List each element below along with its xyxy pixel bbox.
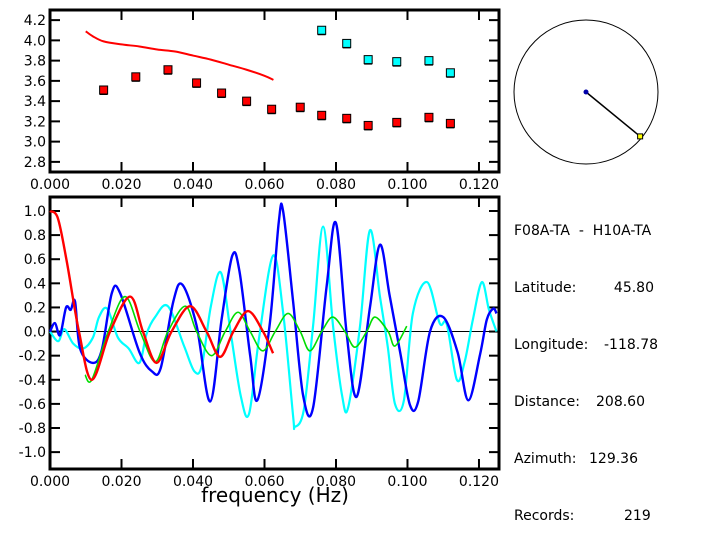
- x-tick-label: 0.120: [459, 177, 499, 193]
- y-tick-label: 3.2: [24, 114, 46, 130]
- y-tick-label: 2.8: [24, 155, 46, 171]
- model-2-curve: [84, 295, 408, 383]
- x-tick-label: 0.080: [316, 474, 356, 490]
- longitude-value: -118.78: [604, 337, 659, 353]
- station-info-panel: F08A-TA - H10A-TA Latitude: 45.80 Longitu…: [514, 184, 658, 545]
- latitude-label: Latitude:: [514, 280, 577, 296]
- x-tick-label: 0.080: [316, 177, 356, 193]
- map-circle: [513, 19, 659, 165]
- station-marker-origin: [583, 89, 589, 95]
- model-1-curve: [49, 209, 275, 381]
- overtone-point: [424, 56, 434, 66]
- fundamental-point: [392, 117, 402, 127]
- distance-value: 208.60: [596, 394, 645, 410]
- x-tick-label: 0.120: [459, 474, 499, 490]
- azimuth-map: [513, 19, 659, 165]
- y-tick-label: 3.0: [24, 135, 46, 151]
- x-tick-label: 0.100: [387, 177, 427, 193]
- y-tick-label: -0.4: [19, 373, 46, 389]
- x-tick-label: 0.020: [101, 177, 141, 193]
- station-pair: F08A-TA - H10A-TA: [514, 223, 652, 239]
- overtone-point: [445, 68, 455, 78]
- y-tick-label: -0.8: [19, 421, 46, 437]
- latitude-value: 45.80: [613, 280, 654, 296]
- x-tick-label: 0.020: [101, 474, 141, 490]
- dispersion-chart: 0.000 0.020 0.040 0.060 0.080 0.100 0.120 4.2 4.…: [24, 8, 501, 193]
- records-label: Records:: [514, 508, 575, 524]
- x-tick-label: 0.060: [244, 177, 284, 193]
- y-tick-label: 0.0: [24, 325, 46, 341]
- y-tick-label: 4.0: [24, 33, 46, 49]
- station-marker-target: [637, 133, 644, 140]
- fundamental-point: [163, 65, 173, 75]
- y-tick-label: 1.0: [24, 204, 46, 220]
- observed-2-curve: [49, 225, 498, 431]
- x-tick-label: 0.040: [173, 177, 213, 193]
- y-tick-label: 0.6: [24, 252, 46, 268]
- model-curve: [85, 30, 274, 81]
- y-tick-label: 3.6: [24, 74, 46, 90]
- y-tick-label: 0.2: [24, 300, 46, 316]
- overtone-point: [363, 55, 373, 65]
- fundamental-point: [424, 112, 434, 122]
- x-tick-label: 0.060: [244, 474, 284, 490]
- fundamental-point: [295, 102, 305, 112]
- longitude-label: Longitude:: [514, 337, 589, 353]
- distance-label: Distance:: [514, 394, 580, 410]
- x-tick-label: 0.040: [173, 474, 213, 490]
- overtone-point: [317, 25, 327, 35]
- plot-canvas: 0.000 0.020 0.040 0.060 0.080 0.100 0.120 4.2 4.…: [19, 8, 659, 490]
- y-tick-label: 3.4: [24, 94, 46, 110]
- y-tick-label: -0.2: [19, 349, 46, 365]
- fundamental-point: [267, 104, 277, 114]
- y-tick-label: 3.8: [24, 54, 46, 70]
- fundamental-point: [342, 113, 352, 123]
- y-tick-label: 0.8: [24, 228, 46, 244]
- azimuth-label: Azimuth:: [514, 451, 577, 467]
- fundamental-point: [217, 88, 227, 98]
- y-tick-label: 4.2: [24, 13, 46, 29]
- plot-frame: [48, 8, 501, 174]
- overtone-point: [342, 38, 352, 48]
- fundamental-point: [242, 96, 252, 106]
- fundamental-point: [192, 78, 202, 88]
- coherency-chart: 0.000 0.020 0.040 0.060 0.080 0.100 0.120 1.0 0.…: [19, 195, 501, 490]
- fundamental-point: [131, 72, 141, 82]
- y-tick-label: 0.4: [24, 276, 46, 292]
- x-tick-label: 0.100: [387, 474, 427, 490]
- y-tick-label: -0.6: [19, 397, 46, 413]
- y-tick-label: -1.0: [19, 445, 46, 461]
- azimuth-value: 129.36: [589, 451, 638, 467]
- x-axis-label: frequency (Hz): [201, 483, 349, 507]
- x-tick-label: 0.000: [30, 177, 70, 193]
- azimuth-line: [585, 91, 641, 137]
- fundamental-point: [317, 110, 327, 120]
- overtone-point: [392, 57, 402, 67]
- x-tick-label: 0.000: [30, 474, 70, 490]
- fundamental-point: [363, 120, 373, 130]
- fundamental-point: [445, 118, 455, 128]
- records-value: 219: [624, 508, 651, 524]
- fundamental-point: [99, 85, 109, 95]
